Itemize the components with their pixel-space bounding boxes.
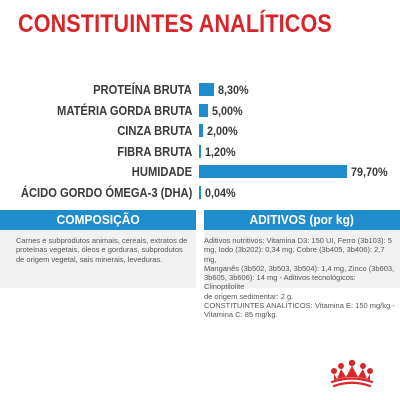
aditivos-line: Vitamina C: 85 mg/kg. [204,310,278,320]
aditivos-text: Aditivos nutritivos: Vitamina D3: 150 UI… [204,236,398,320]
value-bar [199,165,347,179]
category-label: ÁCIDO GORDO ÓMEGA-3 (DHA) [20,185,192,200]
value-label: 8,30% [218,83,250,97]
chart-row: HUMIDADE 79,70% [0,162,400,182]
composicao-line: de origem vegetal, sais minerais, levedu… [16,254,163,264]
value-label: 5,00% [212,103,243,118]
composicao-header: COMPOSIÇÃO [0,210,196,230]
category-label: MATÉRIA GORDA BRUTA [56,102,192,118]
composicao-text: Carnes e subprodutos animais, cereais, e… [16,236,194,264]
category-label: PROTEÍNA BRUTA [93,82,192,97]
value-bar [199,83,215,96]
chart-row: CINZA BRUTA 2,00% [0,121,400,141]
composicao-header-label: COMPOSIÇÃO [56,212,140,227]
page-title: CONSTITUINTES ANALÍTICOS [18,10,332,38]
value-bar [199,144,202,158]
value-bar [199,103,209,117]
value-bar [199,186,201,199]
chart-row: PROTEÍNA BRUTA 8,30% [0,80,400,100]
aditivos-line: mg, Iodo (3b202): 0,34 mg, Cobre (3b405,… [204,245,385,264]
aditivos-panel [204,230,400,288]
nutrient-bar-chart: PROTEÍNA BRUTA 8,30% MATÉRIA GORDA BRUTA 5,… [0,80,400,203]
chart-row: MATÉRIA GORDA BRUTA 5,00% [0,101,400,121]
value-label: 0,04% [205,186,236,200]
category-label: CINZA BRUTA [116,123,192,139]
category-label: HUMIDADE [131,164,192,180]
aditivos-line: Aditivos nutritivos: Vitamina D3: 150 UI… [204,236,392,245]
category-label: FIBRA BRUTA [116,143,192,159]
aditivos-line: de origem sedimentar: 2 g. [204,291,294,301]
composicao-panel [0,230,196,288]
aditivos-header-label: ADITIVOS (por kg) [249,212,355,227]
aditivos-line: 3b605, 3b606): 14 mg - Aditivos tecnológ… [204,273,356,292]
chart-row: ÁCIDO GORDO ÓMEGA-3 (DHA) 0,04% [0,183,400,203]
value-bar [199,124,203,138]
royal-canin-crown-logo [330,359,374,388]
value-label: 2,00% [206,124,238,139]
chart-row: FIBRA BRUTA 1,20% [0,142,400,162]
composicao-line: Carnes e subprodutos animais, cereais, e… [16,236,188,245]
value-label: 1,20% [205,144,236,159]
aditivos-line: CONSTITUINTES ANALÍTICOS: Vitamina E: 15… [204,301,395,311]
composicao-line: proteínas vegetais, óleos e gorduras, su… [16,245,183,255]
value-label: 79,70% [351,165,388,180]
aditivos-header: ADITIVOS (por kg) [204,210,400,230]
aditivos-line: Manganês (3b502, 3b503, 3b504): 1,4 mg, … [204,263,395,273]
